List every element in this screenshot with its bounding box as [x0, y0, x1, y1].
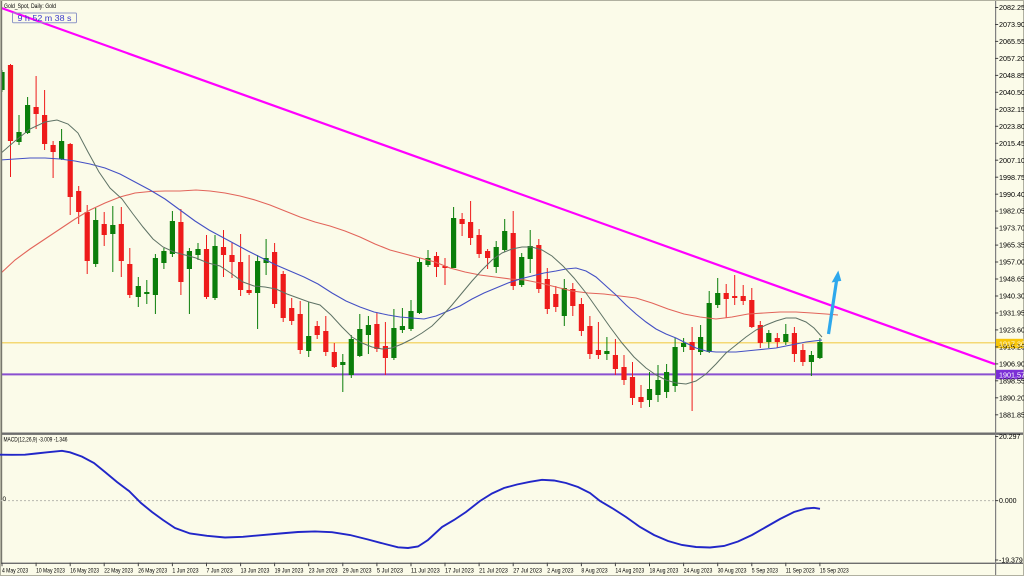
svg-text:14 Aug 2023: 14 Aug 2023: [615, 567, 644, 574]
svg-text:1881.85: 1881.85: [999, 410, 1024, 419]
svg-text:7 Jun 2023: 7 Jun 2023: [207, 567, 234, 574]
svg-text:9 h 52 m 38 s: 9 h 52 m 38 s: [18, 13, 72, 23]
svg-text:0: 0: [3, 496, 7, 503]
svg-text:1890.20: 1890.20: [999, 393, 1024, 402]
svg-text:21 Jul 2023: 21 Jul 2023: [479, 567, 508, 574]
svg-text:2032.15: 2032.15: [999, 105, 1024, 114]
svg-text:5 Sep 2023: 5 Sep 2023: [752, 567, 779, 574]
svg-text:5 Jul 2023: 5 Jul 2023: [377, 567, 404, 574]
svg-text:8 Aug 2023: 8 Aug 2023: [581, 567, 608, 574]
svg-text:16 May 2023: 16 May 2023: [70, 567, 99, 574]
svg-text:1917.30: 1917.30: [999, 339, 1024, 348]
svg-text:0.000: 0.000: [999, 498, 1017, 505]
svg-text:2007.10: 2007.10: [999, 156, 1024, 165]
svg-text:22 May 2023: 22 May 2023: [104, 567, 133, 574]
svg-text:10 May 2023: 10 May 2023: [36, 567, 65, 574]
svg-text:23 Jun 2023: 23 Jun 2023: [309, 567, 338, 574]
svg-text:2073.90: 2073.90: [999, 20, 1024, 29]
svg-text:1923.60: 1923.60: [999, 326, 1024, 335]
svg-text:11 Sep 2023: 11 Sep 2023: [786, 567, 815, 574]
svg-text:18 Aug 2023: 18 Aug 2023: [650, 567, 679, 574]
svg-text:30 Aug 2023: 30 Aug 2023: [718, 567, 747, 574]
svg-text:Gold_Spot, Daily: Gold: Gold_Spot, Daily: Gold: [4, 3, 56, 10]
svg-text:MACD(12,26,9) -3.009 -1.346: MACD(12,26,9) -3.009 -1.346: [4, 437, 68, 444]
svg-text:1973.70: 1973.70: [999, 224, 1024, 233]
svg-text:1931.95: 1931.95: [999, 309, 1024, 318]
svg-text:26 May 2023: 26 May 2023: [138, 567, 167, 574]
svg-text:15 Sep 2023: 15 Sep 2023: [820, 567, 849, 574]
svg-text:1901.57: 1901.57: [999, 370, 1024, 379]
svg-text:24 Aug 2023: 24 Aug 2023: [684, 567, 713, 574]
svg-text:2065.55: 2065.55: [999, 37, 1024, 46]
svg-text:1906.90: 1906.90: [999, 360, 1024, 369]
svg-text:4 May 2023: 4 May 2023: [2, 567, 29, 574]
svg-text:19 Jun 2023: 19 Jun 2023: [275, 567, 304, 574]
svg-text:2015.45: 2015.45: [999, 139, 1024, 148]
svg-text:1948.65: 1948.65: [999, 275, 1024, 284]
svg-text:-19.379: -19.379: [999, 558, 1023, 565]
svg-text:1965.35: 1965.35: [999, 241, 1024, 250]
svg-text:2 Aug 2023: 2 Aug 2023: [547, 567, 574, 574]
svg-text:1 Jun 2023: 1 Jun 2023: [172, 567, 199, 574]
svg-text:1998.75: 1998.75: [999, 173, 1024, 182]
svg-text:17 Jul 2023: 17 Jul 2023: [445, 567, 474, 574]
svg-text:1990.40: 1990.40: [999, 190, 1024, 199]
svg-text:29 Jun 2023: 29 Jun 2023: [343, 567, 372, 574]
svg-text:2048.85: 2048.85: [999, 71, 1024, 80]
svg-text:13 Jun 2023: 13 Jun 2023: [241, 567, 270, 574]
svg-text:1915.25: 1915.25: [999, 343, 1024, 352]
svg-text:1957.00: 1957.00: [999, 258, 1024, 267]
svg-text:27 Jul 2023: 27 Jul 2023: [513, 567, 542, 574]
svg-text:1982.05: 1982.05: [999, 207, 1024, 216]
svg-text:2040.50: 2040.50: [999, 88, 1024, 97]
svg-text:2023.80: 2023.80: [999, 122, 1024, 131]
svg-text:20.297: 20.297: [999, 434, 1021, 441]
svg-text:11 Jul 2023: 11 Jul 2023: [411, 567, 440, 574]
svg-text:2057.20: 2057.20: [999, 54, 1024, 63]
svg-text:1940.30: 1940.30: [999, 292, 1024, 301]
svg-text:1898.55: 1898.55: [999, 376, 1024, 385]
svg-text:2082.25: 2082.25: [999, 3, 1024, 12]
